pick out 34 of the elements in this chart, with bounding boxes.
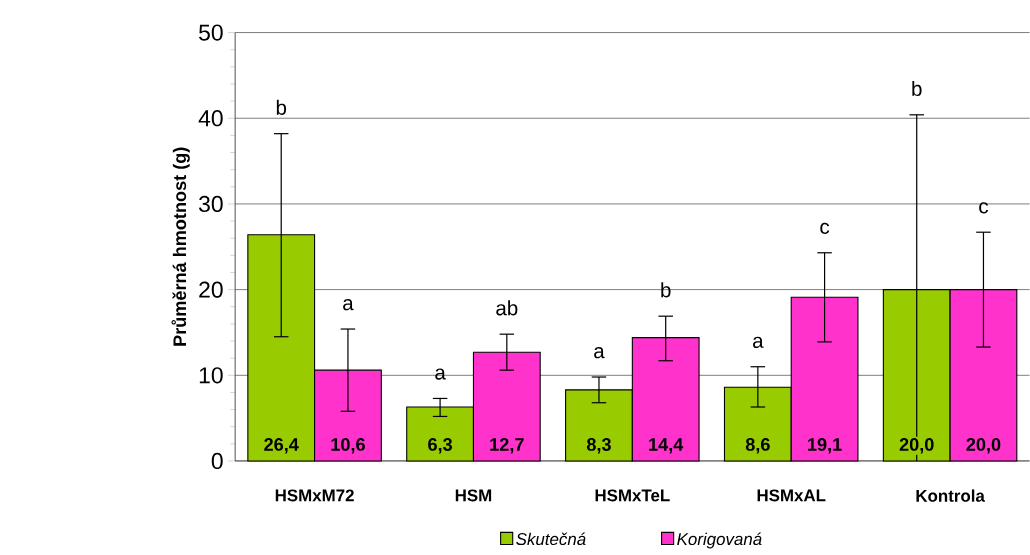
annotation: a	[343, 298, 354, 311]
data-label: 10,6	[331, 437, 365, 454]
y-tick-label: 20	[199, 281, 223, 298]
annotation: a	[753, 336, 764, 348]
y-axis-title: Průměrná hmotnost (g)	[171, 147, 190, 346]
data-label: 19,1	[808, 437, 842, 454]
annotation: c	[979, 202, 989, 214]
annotation: ab	[496, 300, 518, 316]
data-label: 8,6	[745, 437, 770, 454]
y-tick-label: 10	[199, 367, 223, 384]
annotation: c	[820, 222, 830, 234]
y-tick-label: 30	[198, 195, 223, 212]
y-tick-label: 40	[198, 109, 223, 127]
annotation: b	[661, 282, 671, 298]
annotation: a	[435, 368, 446, 380]
x-tick-label: HSMxAL	[757, 489, 826, 502]
data-label: 8,3	[586, 437, 611, 454]
x-tick-label: HSM	[455, 489, 492, 502]
legend-label: Skutečná	[516, 532, 586, 545]
annotation: a	[594, 346, 605, 359]
x-tick-label: HSMxM72	[275, 489, 354, 502]
x-tick-label: Kontrola	[916, 489, 985, 502]
x-tick-label: HSMxTeL	[595, 489, 670, 502]
data-label: 12,7	[490, 437, 524, 454]
data-label: 6,3	[428, 437, 453, 454]
annotation: b	[276, 99, 287, 115]
y-tick-label: 50	[199, 24, 223, 41]
legend-label: Korigovaná	[677, 532, 762, 549]
data-label: 20,0	[966, 437, 1001, 454]
data-label: 14,4	[649, 438, 684, 454]
data-label: 20,0	[899, 437, 934, 454]
data-label: 26,4	[264, 437, 299, 454]
annotation: b	[912, 80, 922, 96]
y-tick-label: 0	[211, 452, 223, 469]
